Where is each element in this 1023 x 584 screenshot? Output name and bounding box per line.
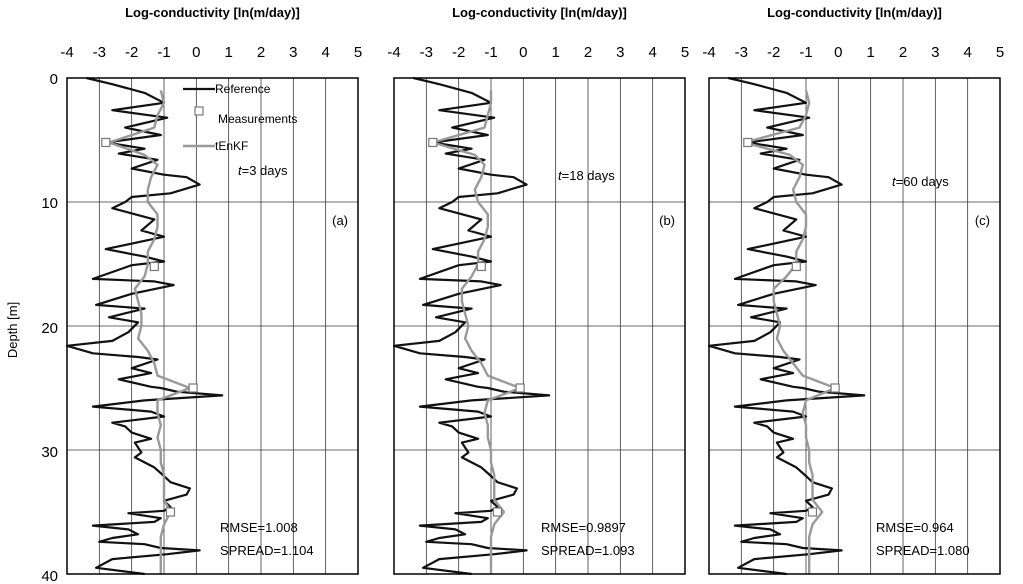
- spread-text: SPREAD=1.104: [220, 543, 314, 558]
- rmse-text: RMSE=0.9897: [541, 520, 626, 535]
- x-tick-label: 0: [834, 44, 842, 61]
- spread-text: SPREAD=1.093: [541, 543, 635, 558]
- measurement-marker: [807, 507, 818, 517]
- panel-c: Log-conductivity [ln(m/day)] -4 -3 -2 -1 0 1 2 3…: [702, 5, 1004, 576]
- x-tick-label: -4: [702, 44, 715, 61]
- measurement-marker: [188, 383, 198, 393]
- x-tick-label: 5: [354, 44, 362, 61]
- plot-frame: [66, 77, 359, 575]
- x-tick-label: 3: [289, 44, 297, 61]
- x-axis-title: Log-conductivity [ln(m/day)]: [767, 5, 942, 20]
- y-tick-label-30: 30: [41, 444, 58, 461]
- series-line-reference: [392, 76, 551, 576]
- y-axis-title: Depth [m]: [5, 302, 20, 358]
- plot-frame: [393, 77, 686, 575]
- legend-label: Measurements: [218, 112, 297, 126]
- x-tick-label: 4: [321, 44, 329, 61]
- time-annotation-t: t: [238, 163, 243, 178]
- time-annotation: t=18 days: [558, 168, 615, 183]
- x-axis-title: Log-conductivity [ln(m/day)]: [125, 5, 300, 20]
- x-tick-label: 1: [551, 44, 559, 61]
- measurement-marker: [428, 137, 438, 148]
- time-annotation-rest: =3 days: [242, 163, 288, 178]
- legend-swatch-measurements: [194, 106, 204, 116]
- x-tick-label: 2: [584, 44, 592, 61]
- x-tick-label: -1: [157, 44, 170, 61]
- plot-frame: [708, 77, 1001, 575]
- x-tick-label: 5: [996, 44, 1004, 61]
- time-annotation-rest: =60 days: [896, 174, 950, 189]
- x-tick-label: -2: [452, 44, 465, 61]
- x-tick-labels: -4 -3 -2 -1 0 1 2 3 4 5: [702, 44, 1004, 61]
- x-tick-labels: -4 -3 -2 -1 0 1 2 3 4 5: [60, 44, 362, 61]
- panel-label: (c): [975, 213, 990, 228]
- grid: [67, 78, 358, 574]
- measurement-marker: [149, 261, 159, 272]
- x-tick-label: -2: [125, 44, 138, 61]
- x-tick-label: 0: [192, 44, 200, 61]
- x-tick-label: -4: [387, 44, 400, 61]
- panel-a: Log-conductivity [ln(m/day)] -4 -3 -2 -1 0 1 2 3…: [60, 5, 362, 576]
- series-line-tenkf: [431, 90, 522, 574]
- x-axis-title: Log-conductivity [ln(m/day)]: [452, 5, 627, 20]
- x-tick-label: -3: [420, 44, 433, 61]
- x-tick-label: -1: [484, 44, 497, 61]
- panels: Log-conductivity [ln(m/day)] -4 -3 -2 -1 0 1 2 3…: [60, 5, 1004, 576]
- time-annotation: t=60 days: [892, 174, 949, 189]
- time-annotation: t=3 days: [238, 163, 288, 178]
- time-annotation-t: t: [892, 174, 897, 189]
- legend-label: Reference: [215, 82, 271, 96]
- legend-label: tEnKF: [215, 139, 248, 153]
- rmse-text: RMSE=1.008: [220, 520, 298, 535]
- measurement-marker: [476, 261, 486, 272]
- x-tick-label: 1: [224, 44, 232, 61]
- x-tick-label: 5: [681, 44, 689, 61]
- series-line-reference: [65, 76, 224, 576]
- y-tick-label-40: 40: [41, 568, 58, 584]
- time-annotation-rest: =18 days: [562, 168, 616, 183]
- x-tick-label: 3: [931, 44, 939, 61]
- measurement-marker: [743, 137, 753, 148]
- measurement-marker: [492, 507, 503, 517]
- x-tick-label: -3: [93, 44, 106, 61]
- series-line-tenkf: [743, 90, 837, 574]
- y-tick-label-20: 20: [41, 320, 58, 337]
- grid: [709, 78, 1000, 574]
- time-annotation-t: t: [558, 168, 563, 183]
- x-tick-label: 4: [963, 44, 971, 61]
- spread-text: SPREAD=1.080: [876, 543, 970, 558]
- y-tick-label-10: 10: [41, 195, 58, 212]
- x-tick-label: 4: [648, 44, 656, 61]
- legend: Reference Measurements tEnKF: [183, 82, 297, 153]
- x-tick-label: 0: [519, 44, 527, 61]
- y-tick-labels: 0 10 20 30 40: [41, 71, 58, 584]
- x-tick-label: 2: [899, 44, 907, 61]
- x-tick-label: 3: [616, 44, 624, 61]
- measurement-marker: [165, 507, 176, 517]
- x-tick-label: 2: [257, 44, 265, 61]
- series-line-reference: [707, 76, 866, 576]
- y-tick-label-0: 0: [50, 71, 58, 88]
- x-tick-label: -2: [767, 44, 780, 61]
- panel-label: (a): [332, 213, 348, 228]
- x-tick-label: -3: [735, 44, 748, 61]
- rmse-text: RMSE=0.964: [876, 520, 954, 535]
- grid: [394, 78, 685, 574]
- panel-b: Log-conductivity [ln(m/day)] -4 -3 -2 -1 0 1 2 3…: [387, 5, 689, 576]
- measurement-marker: [830, 383, 840, 393]
- x-tick-label: -4: [60, 44, 73, 61]
- x-tick-labels: -4 -3 -2 -1 0 1 2 3 4 5: [387, 44, 689, 61]
- x-tick-label: 1: [866, 44, 874, 61]
- panel-label: (b): [659, 213, 675, 228]
- measurement-marker: [101, 137, 111, 148]
- series-line-tenkf: [107, 90, 192, 574]
- x-tick-label: -1: [799, 44, 812, 61]
- measurement-marker: [515, 383, 525, 393]
- measurement-marker: [791, 261, 801, 272]
